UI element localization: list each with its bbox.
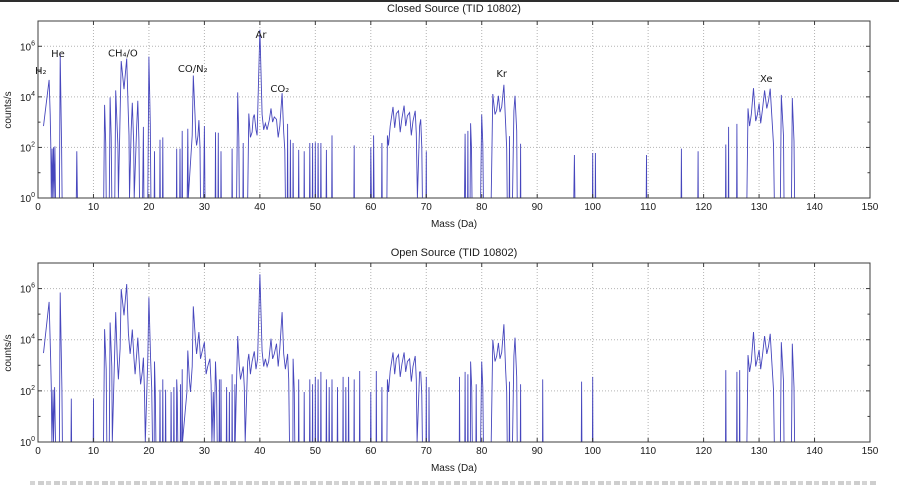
open-source-plot: 0 10 20 30 40 50 60 70 80 90 100 110 120 130 140 150 100…: [20, 262, 879, 457]
open-source-xlabel: Mass (Da): [431, 463, 477, 474]
peak-annotation: Kr: [496, 69, 508, 80]
x-tick-label: 40: [254, 202, 266, 213]
x-tick-label: 60: [365, 446, 377, 457]
x-tick-label: 140: [806, 202, 823, 213]
peak-annotation: Xe: [760, 74, 773, 85]
x-tick-label: 100: [584, 202, 601, 213]
cropped-top-border: [0, 0, 899, 2]
y-tick-label: 100: [20, 436, 35, 449]
x-tick-label: 50: [310, 202, 322, 213]
x-tick-label: 120: [695, 202, 712, 213]
illegible-caption-strip: [30, 481, 876, 485]
x-tick-label: 30: [199, 202, 211, 213]
x-tick-label: 70: [421, 202, 433, 213]
x-tick-label: 10: [88, 202, 100, 213]
plot-frame: [37, 262, 871, 443]
x-tick-label: 80: [476, 446, 488, 457]
y-tick-label: 104: [20, 91, 35, 104]
closed-source-title: Closed Source (TID 10802): [387, 3, 521, 15]
y-tick-label: 106: [20, 283, 35, 296]
x-tick-label: 90: [532, 446, 544, 457]
x-tick-label: 60: [365, 202, 377, 213]
y-tick-label: 106: [20, 40, 35, 53]
x-tick-label: 100: [584, 446, 601, 457]
peak-annotation: CH₄/O: [108, 48, 138, 59]
x-tick-label: 130: [751, 446, 768, 457]
x-tick-label: 30: [199, 446, 211, 457]
x-tick-label: 50: [310, 446, 322, 457]
x-tick-label: 110: [640, 446, 656, 457]
open-source-ylabel: counts/s: [3, 334, 14, 371]
y-tick-label: 100: [20, 192, 35, 205]
closed_source_counts-spectrum-line: [43, 29, 796, 199]
plots-layer: 0 10 20 30 40 50 60 70 80 90 100 110 120 130 140 150100…: [20, 20, 879, 457]
x-tick-label: 10: [88, 446, 100, 457]
y-tick-label: 102: [20, 141, 35, 154]
x-tick-label: 110: [640, 202, 656, 213]
peak-annotation: H₂: [35, 66, 47, 77]
x-tick-label: 130: [751, 202, 768, 213]
plot-frame: [37, 20, 871, 199]
x-tick-label: 40: [254, 446, 266, 457]
x-tick-label: 150: [862, 446, 879, 457]
closed-source-xlabel: Mass (Da): [431, 219, 477, 230]
peak-annotation: CO₂: [270, 84, 289, 95]
open_source_counts-spectrum-line: [43, 274, 796, 443]
x-tick-label: 0: [35, 202, 41, 213]
x-tick-label: 20: [143, 446, 155, 457]
peak-annotation: Ar: [255, 30, 267, 41]
closed-source-ylabel: counts/s: [3, 91, 14, 128]
open-source-title: Open Source (TID 10802): [391, 247, 518, 259]
peak-annotation: CO/N₂: [178, 64, 208, 75]
y-tick-label: 102: [20, 385, 35, 398]
x-tick-label: 120: [695, 446, 712, 457]
x-tick-label: 140: [806, 446, 823, 457]
closed-source-plot: 0 10 20 30 40 50 60 70 80 90 100 110 120 130 140 150 100…: [20, 20, 879, 213]
x-tick-label: 80: [476, 202, 488, 213]
x-tick-label: 90: [532, 202, 544, 213]
x-tick-label: 150: [862, 202, 879, 213]
y-tick-label: 104: [20, 334, 35, 347]
x-tick-label: 0: [35, 446, 41, 457]
x-tick-label: 70: [421, 446, 433, 457]
peak-annotation: He: [51, 49, 65, 60]
x-tick-label: 20: [143, 202, 155, 213]
